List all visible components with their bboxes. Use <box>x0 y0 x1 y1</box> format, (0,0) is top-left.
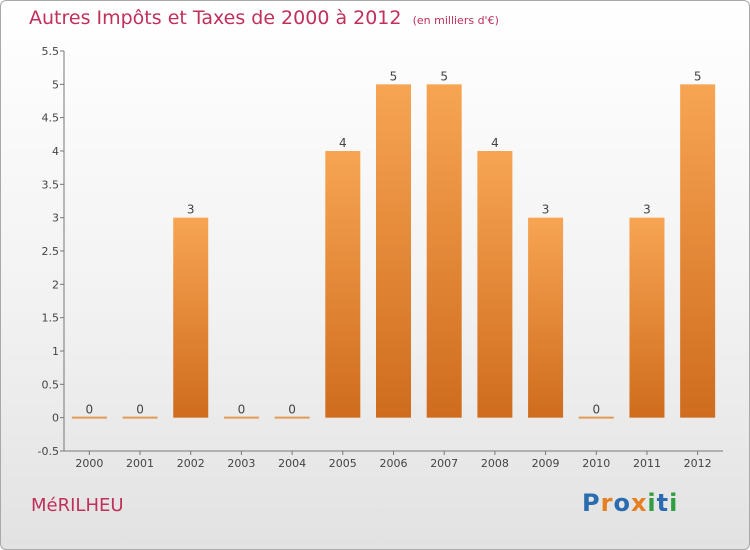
axes: -0.5 0 0.5 1 1.5 2 2.5 3 3.5 4 4.5 5 5.5 2000 2001 2002… <box>38 45 723 470</box>
logo-letter: t <box>656 489 670 517</box>
bar <box>477 151 513 418</box>
y-tick-label: 1 <box>52 345 59 358</box>
x-tick-label: 2011 <box>633 457 661 470</box>
y-tick-label: 1.5 <box>42 312 60 325</box>
data-label: 4 <box>339 136 347 150</box>
chart-title-block: Autres Impôts et Taxes de 2000 à 2012 (e… <box>29 7 499 29</box>
data-label: 5 <box>390 69 398 83</box>
bar <box>426 84 462 418</box>
proxiti-logo: Proxiti <box>582 489 678 517</box>
bars-group <box>71 84 716 419</box>
x-tick-label: 2004 <box>278 457 306 470</box>
y-tick-label: 3.5 <box>42 178 60 191</box>
bar <box>528 217 564 418</box>
data-label: 5 <box>440 69 448 83</box>
bar <box>173 217 209 418</box>
logo-letter: i <box>669 489 679 517</box>
chart-unit: (en milliers d'€) <box>412 14 499 27</box>
place-name: MéRILHEU <box>31 495 124 516</box>
bar <box>325 151 361 418</box>
x-tick-label: 2007 <box>430 457 458 470</box>
y-tick-label: 0 <box>52 412 59 425</box>
x-tick-label: 2002 <box>177 457 205 470</box>
x-tick-label: 2001 <box>126 457 154 470</box>
x-tick-label: 2012 <box>684 457 712 470</box>
bar <box>680 84 716 418</box>
logo-letter: x <box>630 489 648 517</box>
logo-letter: r <box>600 489 614 517</box>
y-tick-label: 2.5 <box>42 245 60 258</box>
data-label: 3 <box>187 203 195 217</box>
data-label: 0 <box>86 403 94 417</box>
x-tick-label: 2006 <box>380 457 408 470</box>
data-label: 0 <box>238 403 246 417</box>
x-tick-label: 2000 <box>75 457 103 470</box>
y-tick-label: 4 <box>52 145 59 158</box>
y-tick-label: 2 <box>52 278 59 291</box>
x-tick-label: 2009 <box>532 457 560 470</box>
x-tick-label: 2008 <box>481 457 509 470</box>
y-tick-label: 5.5 <box>42 45 60 58</box>
logo-letter: i <box>647 489 657 517</box>
data-label: 4 <box>491 136 499 150</box>
data-label: 3 <box>542 203 550 217</box>
data-label: 5 <box>694 69 702 83</box>
data-label: 0 <box>288 403 296 417</box>
data-label: 3 <box>643 203 651 217</box>
x-tick-label: 2003 <box>227 457 255 470</box>
x-tick-label: 2010 <box>582 457 610 470</box>
y-tick-label: -0.5 <box>38 445 59 458</box>
y-tick-label: 3 <box>52 212 59 225</box>
data-label: 0 <box>592 403 600 417</box>
data-label: 0 <box>136 403 144 417</box>
x-tick-label: 2005 <box>329 457 357 470</box>
data-labels-group: 0 0 3 0 0 4 5 5 4 3 0 3 5 <box>86 69 702 416</box>
y-tick-label: 5 <box>52 78 59 91</box>
y-tick-label: 4.5 <box>42 112 60 125</box>
logo-letter: o <box>613 489 631 517</box>
logo-letter: P <box>582 489 601 517</box>
chart-title: Autres Impôts et Taxes de 2000 à 2012 <box>29 7 402 29</box>
bar <box>629 217 665 418</box>
y-tick-label: 0.5 <box>42 378 60 391</box>
bar <box>376 84 411 418</box>
